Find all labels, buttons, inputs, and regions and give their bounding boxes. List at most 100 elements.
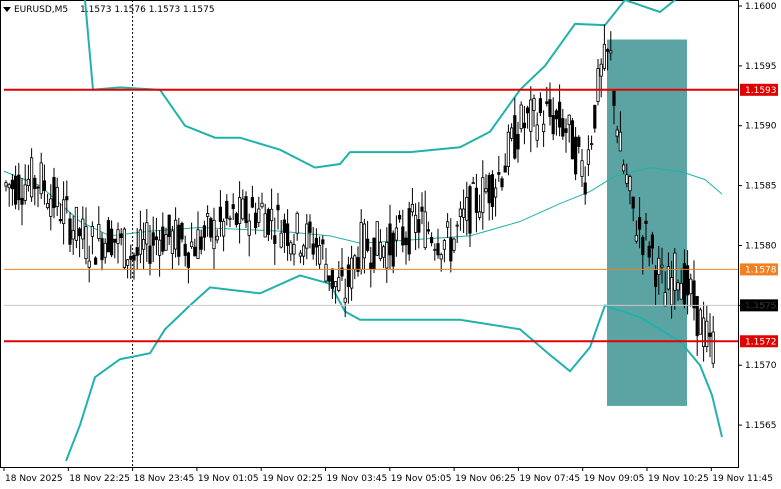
- candle-body: [442, 240, 447, 250]
- chart-frame: [0, 0, 739, 468]
- candle: [362, 218, 367, 274]
- candle: [698, 307, 703, 335]
- candle: [161, 212, 165, 255]
- dropdown-triangle-icon[interactable]: [3, 7, 11, 12]
- price-tag-label: 1.1572: [745, 337, 777, 347]
- candle: [702, 301, 706, 362]
- candle: [298, 249, 303, 264]
- candle: [628, 174, 632, 205]
- candle-body: [42, 180, 47, 191]
- candle-body: [644, 220, 648, 224]
- candle-body: [650, 234, 655, 249]
- candle: [209, 216, 213, 242]
- candle-body: [282, 219, 287, 233]
- candle: [650, 231, 655, 265]
- candle: [20, 178, 24, 226]
- candle: [577, 135, 581, 154]
- candle: [580, 148, 584, 188]
- candle: [612, 88, 616, 125]
- candle: [660, 247, 664, 284]
- candle: [276, 192, 280, 230]
- candle-body: [551, 115, 555, 135]
- candle: [455, 220, 459, 243]
- candle: [417, 202, 421, 249]
- candle-body: [209, 218, 213, 238]
- candle-body: [349, 257, 354, 289]
- candle: [622, 159, 626, 175]
- candle: [55, 177, 59, 217]
- candle-body: [141, 239, 146, 250]
- candle: [135, 228, 139, 271]
- candle: [218, 190, 222, 237]
- candle-body: [458, 208, 463, 217]
- candle-body: [39, 162, 43, 195]
- candle-body: [590, 143, 594, 146]
- candle-body: [702, 317, 706, 348]
- candle-body: [346, 264, 351, 288]
- candle-body: [599, 63, 603, 77]
- candle: [189, 222, 194, 249]
- candle-body: [10, 179, 14, 190]
- y-tick-label: 1.1595: [745, 62, 777, 72]
- candle: [279, 219, 283, 249]
- candle-body: [468, 186, 472, 234]
- candle: [666, 252, 671, 291]
- candle-body: [327, 275, 331, 282]
- candle: [237, 181, 242, 244]
- candle: [337, 261, 341, 293]
- candle: [679, 268, 683, 300]
- candle: [493, 178, 498, 217]
- y-tick-label: 1.1580: [745, 241, 777, 251]
- candle-body: [526, 107, 530, 114]
- price-tag-label: 1.1578: [745, 265, 777, 275]
- candle-body: [36, 186, 40, 189]
- candle-body: [74, 206, 78, 241]
- candle-body: [372, 237, 376, 270]
- candle-body: [445, 221, 450, 228]
- candle-body: [625, 174, 629, 184]
- candle-body: [324, 263, 328, 282]
- candle: [586, 135, 591, 177]
- candle: [426, 221, 431, 235]
- candle: [647, 241, 651, 267]
- candle-body: [385, 242, 389, 269]
- candle: [225, 194, 229, 226]
- candle-body: [81, 218, 85, 240]
- x-tick-label: 19 Nov 09:05: [584, 474, 645, 484]
- candle-body: [52, 176, 56, 208]
- candle: [110, 220, 114, 258]
- candle-body: [666, 266, 671, 290]
- candle-body: [129, 255, 133, 260]
- candle-body: [196, 229, 200, 259]
- candle: [253, 202, 258, 235]
- candle: [10, 174, 14, 206]
- candle: [369, 246, 373, 288]
- candle: [468, 184, 472, 247]
- candle: [177, 217, 181, 266]
- candle: [618, 111, 623, 152]
- candle-body: [103, 242, 107, 258]
- candle-body: [183, 243, 187, 256]
- candle-body: [100, 238, 104, 261]
- candle: [538, 92, 543, 116]
- candle-body: [612, 90, 616, 106]
- candle: [385, 227, 389, 283]
- candle: [497, 156, 501, 182]
- candle: [529, 86, 533, 153]
- candle-body: [250, 197, 254, 208]
- candle: [397, 210, 402, 223]
- candle-body: [97, 223, 101, 239]
- candle: [13, 165, 18, 210]
- candle: [205, 205, 210, 237]
- candle-body: [654, 270, 658, 287]
- candle-body: [173, 219, 178, 250]
- candle: [519, 101, 523, 133]
- candle-body: [221, 220, 226, 237]
- candle: [247, 213, 251, 257]
- candle-body: [634, 234, 639, 242]
- candle-body: [532, 98, 536, 111]
- candle-body: [23, 184, 27, 201]
- candle: [327, 275, 331, 291]
- candle: [126, 259, 130, 279]
